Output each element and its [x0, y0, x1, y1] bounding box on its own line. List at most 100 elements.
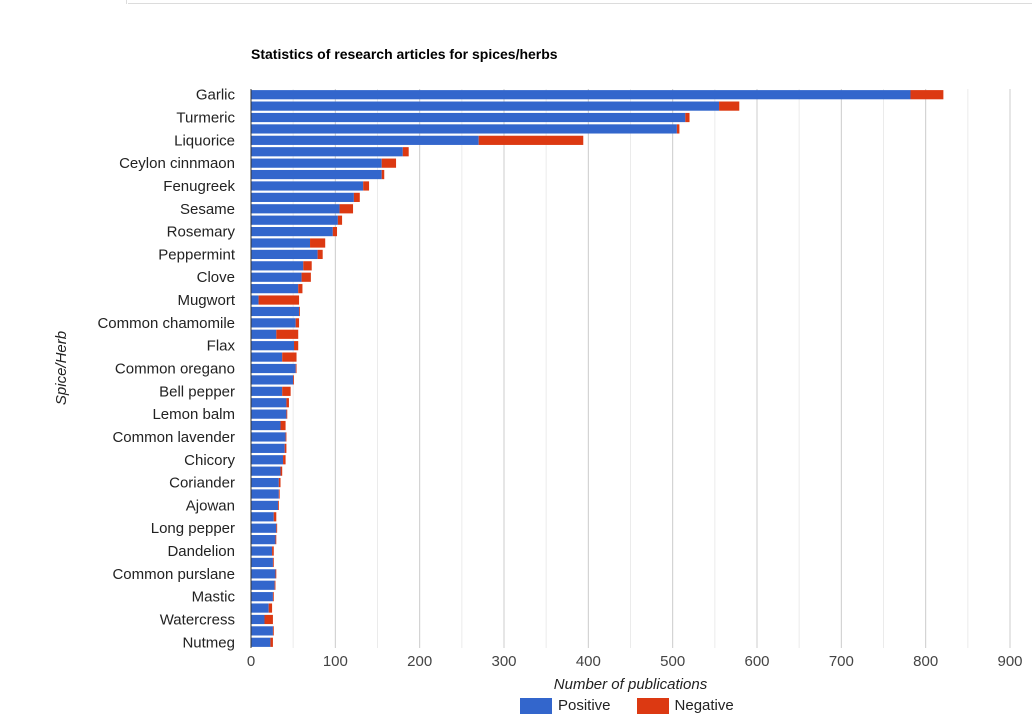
- bar-positive: [251, 192, 354, 202]
- category-label: Ceylon cinnmaon: [119, 155, 235, 172]
- bar-positive: [251, 295, 259, 305]
- bar-positive: [251, 409, 287, 419]
- bar-positive: [251, 512, 274, 522]
- legend: Positive Negative: [520, 697, 760, 714]
- y-axis-title: Spice/Herb: [53, 331, 70, 405]
- bar-positive: [251, 90, 911, 100]
- bar-negative: [298, 284, 303, 294]
- category-label: Flax: [207, 338, 236, 355]
- bar-negative: [272, 626, 274, 636]
- bar-positive: [251, 546, 273, 556]
- x-tick-label: 400: [576, 653, 601, 670]
- bar-positive: [251, 363, 296, 374]
- category-label: Nutmeg: [182, 634, 235, 651]
- grid-lines: [292, 89, 1011, 648]
- bar-positive: [251, 227, 333, 237]
- bar-positive: [251, 158, 382, 168]
- bar-negative: [280, 420, 286, 431]
- bar-negative: [272, 592, 274, 602]
- bar-negative: [276, 329, 299, 339]
- bar-positive: [251, 637, 271, 647]
- bar-negative: [301, 272, 311, 282]
- bar-positive: [251, 603, 269, 613]
- bar-negative: [273, 512, 277, 522]
- bar-negative: [381, 169, 385, 180]
- chart-title: Statistics of research articles for spic…: [251, 46, 558, 62]
- bar-negative: [268, 603, 273, 613]
- bar-negative: [293, 375, 295, 385]
- bar-positive: [251, 375, 294, 385]
- bar-negative: [286, 398, 289, 408]
- bar-negative: [258, 295, 300, 305]
- category-label: Chicory: [184, 452, 235, 469]
- bars: [251, 90, 944, 647]
- category-label: Common oregano: [115, 361, 235, 378]
- legend-label-negative: Negative: [674, 697, 734, 714]
- bar-negative: [719, 101, 740, 111]
- x-tick-label: 300: [491, 653, 516, 670]
- bar-positive: [251, 592, 273, 602]
- bar-positive: [251, 580, 275, 590]
- bar-negative: [910, 90, 944, 100]
- bar-negative: [685, 112, 690, 123]
- bar-negative: [275, 535, 277, 545]
- category-label: Common chamomile: [97, 315, 235, 332]
- category-label: Mastic: [192, 589, 236, 606]
- bar-positive: [251, 341, 295, 351]
- bar-positive: [251, 238, 311, 248]
- bar-negative: [402, 147, 409, 157]
- bar-negative: [282, 352, 297, 362]
- x-tick-label: 900: [997, 653, 1022, 670]
- category-label: Watercress: [160, 611, 235, 628]
- bar-positive: [251, 398, 287, 408]
- category-label: Bell pepper: [159, 383, 235, 400]
- category-label: Lemon balm: [152, 406, 235, 423]
- bar-negative: [274, 580, 276, 590]
- bar-positive: [251, 284, 299, 294]
- bar-positive: [251, 557, 273, 568]
- bar-negative: [283, 455, 286, 465]
- bar-positive: [251, 500, 278, 510]
- bar-negative: [286, 409, 288, 419]
- category-label: Fenugreek: [163, 178, 235, 195]
- bar-negative: [272, 546, 274, 556]
- bar-positive: [251, 249, 318, 260]
- bar-negative: [299, 306, 300, 317]
- bar-negative: [381, 158, 397, 168]
- bar-negative: [278, 489, 280, 499]
- category-label: Common purslane: [112, 566, 235, 583]
- bar-positive: [251, 489, 279, 499]
- bar-negative: [337, 215, 343, 225]
- bar-positive: [251, 477, 279, 488]
- category-label: Turmeric: [176, 110, 235, 127]
- bar-positive: [251, 135, 479, 145]
- bar-positive: [251, 466, 281, 476]
- bar-positive: [251, 329, 277, 339]
- category-label: Mugwort: [177, 292, 235, 309]
- bar-negative: [272, 557, 274, 568]
- labels: Garlic Turmeric Liquorice Ceylon cinnmaon Fe…: [53, 87, 1023, 693]
- legend-swatch-negative: [636, 697, 669, 714]
- bar-positive: [251, 352, 283, 362]
- bar-negative: [332, 227, 338, 237]
- bar-negative: [294, 341, 299, 351]
- bar-negative: [339, 204, 354, 214]
- bar-positive: [251, 432, 286, 442]
- bar-negative: [353, 192, 360, 202]
- bar-positive: [251, 614, 265, 625]
- bar-negative: [284, 443, 287, 453]
- bar-positive: [251, 523, 277, 533]
- x-tick-label: 800: [913, 653, 938, 670]
- bar-negative: [295, 318, 300, 328]
- bar-negative: [310, 238, 326, 248]
- x-tick-label: 500: [660, 653, 685, 670]
- x-tick-label: 700: [829, 653, 854, 670]
- category-label: Ajowan: [186, 497, 235, 514]
- category-label: Sesame: [180, 201, 235, 218]
- bar-negative: [277, 500, 279, 510]
- x-tick-label: 600: [744, 653, 769, 670]
- bar-negative: [275, 569, 277, 579]
- bar-negative: [282, 386, 291, 396]
- bar-negative: [276, 523, 278, 533]
